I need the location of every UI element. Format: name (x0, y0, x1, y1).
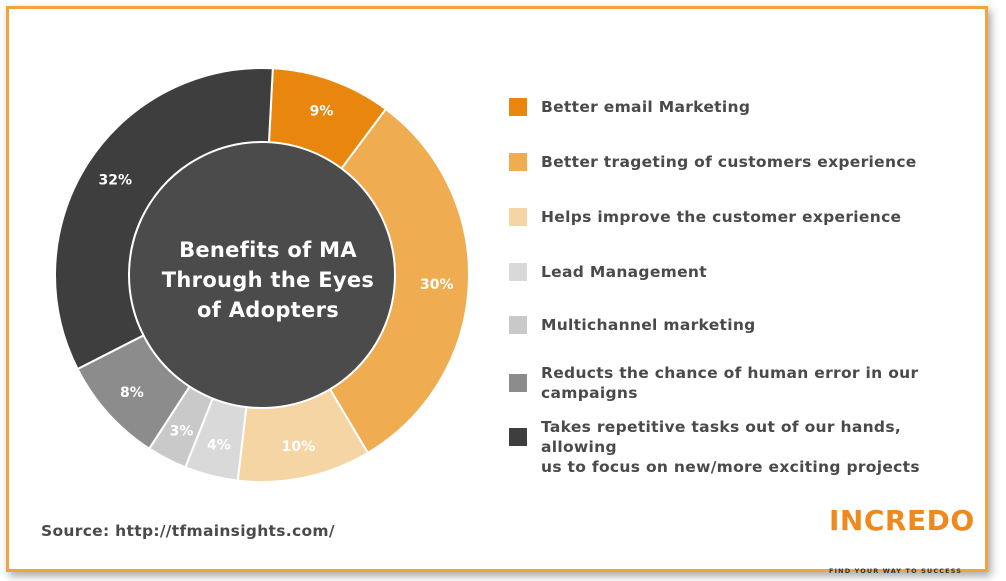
legend-label-line-2: us to focus on new/more exciting project… (541, 458, 920, 476)
chart-title: Benefits of MA Through the Eyes of Adopt… (135, 235, 401, 325)
chart-title-line-2: Through the Eyes (161, 268, 375, 292)
legend-item: Multichannel marketing (509, 315, 979, 335)
legend-swatch (509, 428, 527, 446)
logo-wordmark: INCREDO (829, 504, 975, 537)
legend-item: Better email Marketing (509, 97, 979, 117)
legend-label-line-1: Reducts the chance of human error in our (541, 364, 919, 382)
legend-item: Lead Management (509, 262, 979, 282)
donut-slice (54, 67, 274, 371)
legend-label: Lead Management (541, 263, 707, 281)
slice-label: 4% (207, 438, 231, 454)
legend-item: Reducts the chance of human error in our… (509, 363, 979, 403)
legend-item: Helps improve the customer experience (509, 207, 979, 227)
chart-title-line-1: Benefits of MA (179, 238, 357, 262)
source-note: Source: http://tfmainsights.com/ (41, 522, 335, 540)
legend-swatch (509, 263, 527, 281)
legend-label: Better email Marketing (541, 98, 751, 116)
legend-label: Helps improve the customer experience (541, 208, 902, 226)
legend-swatch (509, 98, 527, 116)
donut-chart: 9% 30% 10% 4% 3% 8% 32% (54, 67, 470, 483)
chart-title-line-3: of Adopters (196, 298, 340, 322)
slice-label: 32% (98, 173, 132, 189)
legend-label: Multichannel marketing (541, 316, 756, 334)
legend-swatch (509, 374, 527, 392)
legend-item: Better trageting of customers experience (509, 152, 979, 172)
legend-item: Takes repetitive tasks out of our hands,… (509, 417, 979, 477)
incredo-logo: INCREDO FIND YOUR WAY TO SUCCESS (829, 506, 974, 576)
chart-frame: 9% 30% 10% 4% 3% 8% 32% Benefits of MA Through… (6, 6, 988, 576)
slice-label: 10% (282, 439, 316, 455)
logo-tagline: FIND YOUR WAY TO SUCCESS (829, 567, 963, 575)
legend-label-line-2: campaigns (541, 384, 638, 402)
legend-label: Better trageting of customers experience (541, 153, 917, 171)
legend-swatch (509, 316, 527, 334)
donut-slice (328, 107, 470, 455)
legend-swatch (509, 153, 527, 171)
slice-label: 30% (420, 277, 454, 293)
slice-label: 9% (310, 103, 334, 119)
legend-swatch (509, 208, 527, 226)
slice-label: 8% (120, 385, 144, 401)
donut-center (130, 143, 394, 407)
legend-label-line-1: Takes repetitive tasks out of our hands,… (541, 418, 902, 456)
slice-label: 3% (170, 423, 194, 439)
